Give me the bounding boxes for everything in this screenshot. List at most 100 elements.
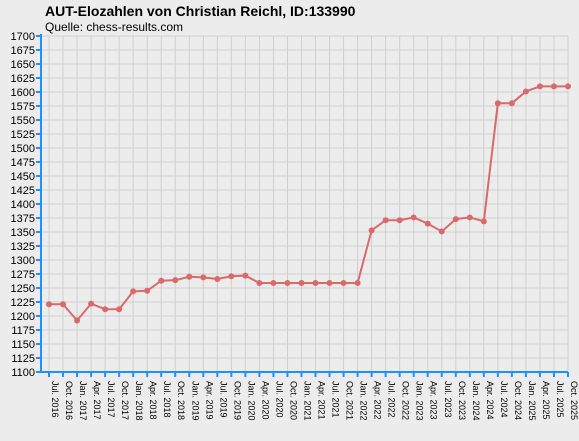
data-point (214, 276, 221, 283)
y-tick-label: 1675 (11, 45, 35, 57)
y-tick-label: 1275 (11, 269, 35, 281)
y-tick-label: 1550 (11, 115, 35, 127)
x-tick-label: Oct. 2017 (120, 381, 130, 420)
data-point (396, 217, 403, 224)
y-tick-label: 1650 (11, 59, 35, 71)
x-tick-label: Oct. 2022 (401, 381, 411, 420)
data-point (74, 317, 81, 324)
x-tick-label: Jan. 2025 (527, 381, 537, 421)
x-tick-label: Oct. 2021 (345, 381, 355, 420)
data-point (508, 100, 515, 107)
x-tick-label: Jul. 2019 (218, 381, 228, 418)
y-tick-label: 1375 (11, 213, 35, 225)
x-tick-label: Apr. 2018 (148, 381, 158, 420)
x-tick-labels: Jul. 2016 Oct. 2016 Jan. 2017 Apr. 2017 Jul.… (50, 381, 579, 421)
y-tick-label: 1300 (11, 255, 35, 267)
y-tick-label: 1250 (11, 283, 35, 295)
data-point (88, 300, 95, 307)
x-tick-label: Jul. 2020 (274, 381, 284, 418)
x-tick-label: Jan. 2021 (302, 381, 312, 421)
data-point (228, 273, 235, 280)
axes (36, 34, 569, 377)
y-tick-labels: 1100 1125 1150 1175 1200 1225 1250 1275 1300 1325… (11, 31, 35, 379)
y-tick-label: 1500 (11, 143, 35, 155)
x-tick-label: Apr. 2022 (373, 381, 383, 420)
x-tick-label: Jul. 2018 (162, 381, 172, 418)
data-point (46, 301, 52, 308)
x-tick-label: Oct. 2020 (288, 381, 298, 420)
x-tick-label: Jan. 2019 (190, 381, 200, 421)
y-tick-label: 1175 (11, 325, 35, 337)
chart-title: AUT-Elozahlen von Christian Reichl, ID:1… (45, 3, 356, 19)
x-tick-label: Jul. 2016 (50, 381, 60, 418)
data-point (326, 279, 333, 286)
data-point (158, 277, 165, 284)
x-tick-label: Jul. 2025 (555, 381, 565, 418)
data-point (102, 306, 109, 313)
y-tick-label: 1325 (11, 241, 35, 253)
data-point (494, 100, 501, 107)
y-tick-label: 1575 (11, 101, 35, 113)
x-tick-label: Oct. 2023 (457, 381, 467, 420)
data-point (284, 279, 291, 286)
x-tick-label: Apr. 2017 (92, 381, 102, 420)
data-point (256, 279, 263, 286)
y-tick-label: 1400 (11, 199, 35, 211)
x-tick-label: Apr. 2021 (317, 381, 327, 420)
x-tick-label: Oct. 2025 (569, 381, 579, 420)
data-point (382, 217, 389, 224)
y-tick-label: 1600 (11, 87, 35, 99)
x-tick-label: Oct. 2024 (513, 381, 523, 420)
x-tick-label: Jan. 2017 (78, 381, 88, 421)
x-tick-label: Jan. 2024 (471, 381, 481, 421)
data-point (144, 287, 151, 294)
x-tick-label: Jul. 2017 (106, 381, 116, 418)
y-tick-label: 1700 (11, 31, 35, 43)
x-tick-label: Jan. 2018 (134, 381, 144, 421)
data-point (424, 220, 431, 227)
x-tick-label: Jul. 2022 (387, 381, 397, 418)
y-tick-label: 1525 (11, 129, 35, 141)
x-tick-label: Oct. 2019 (232, 381, 242, 420)
x-tick-label: Apr. 2024 (485, 381, 495, 420)
y-tick-label: 1625 (11, 73, 35, 85)
data-point (172, 277, 179, 284)
data-point (410, 214, 417, 221)
x-tick-label: Oct. 2016 (64, 381, 74, 420)
x-tick-label: Jan. 2023 (415, 381, 425, 421)
data-point (298, 279, 305, 286)
data-point (130, 288, 137, 295)
x-tick-label: Apr. 2020 (260, 381, 270, 420)
data-point (340, 279, 347, 286)
y-tick-label: 1350 (11, 227, 35, 239)
y-tick-label: 1100 (11, 367, 35, 379)
data-point (354, 279, 361, 286)
data-point (312, 279, 319, 286)
x-tick-label: Jan. 2020 (246, 381, 256, 421)
data-point (550, 83, 557, 90)
data-point (565, 83, 571, 90)
y-tick-label: 1450 (11, 171, 35, 183)
data-point (60, 301, 67, 308)
y-tick-label: 1475 (11, 157, 35, 169)
x-tick-label: Jan. 2022 (359, 381, 369, 421)
data-point (466, 214, 473, 221)
chart-subtitle: Quelle: chess-results.com (45, 20, 184, 34)
grid-lines (41, 35, 569, 373)
x-tick-label: Oct. 2018 (176, 381, 186, 420)
data-points (46, 83, 571, 324)
x-tick-label: Apr. 2019 (204, 381, 214, 420)
x-tick-label: Jul. 2023 (443, 381, 453, 418)
data-point (116, 306, 123, 313)
data-point (536, 83, 543, 90)
data-point (242, 272, 249, 279)
x-tick-label: Jul. 2021 (331, 381, 341, 418)
data-point (200, 274, 207, 281)
data-point (480, 218, 487, 225)
y-tick-label: 1150 (11, 339, 35, 351)
data-point (368, 227, 375, 234)
y-tick-label: 1125 (11, 353, 35, 365)
x-tick-label: Apr. 2025 (541, 381, 551, 420)
y-tick-label: 1200 (11, 311, 35, 323)
